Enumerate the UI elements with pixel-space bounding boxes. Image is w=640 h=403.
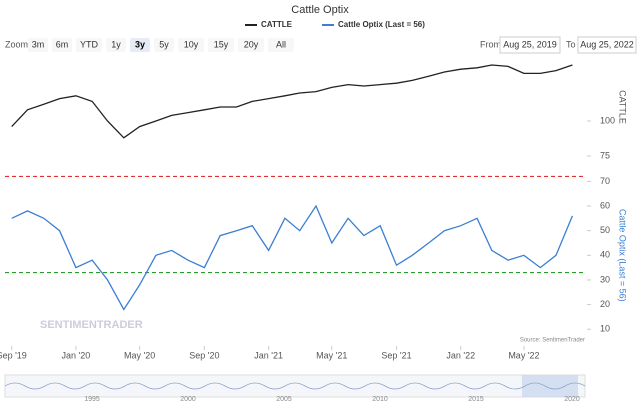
series-line — [11, 204, 574, 311]
y-tick-label: 100 — [600, 115, 615, 125]
navigator-label: 2020 — [564, 396, 580, 403]
from-label: From — [480, 39, 501, 49]
y-axis-title: Cattle Optix (Last = 56) — [618, 209, 628, 302]
zoom-button[interactable] — [208, 38, 234, 52]
x-tick-label: Sep '21 — [381, 350, 411, 360]
navigator-label: 2005 — [276, 396, 292, 403]
zoom-button-label[interactable]: 3m — [32, 39, 45, 49]
zoom-button-label[interactable]: 15y — [214, 39, 229, 49]
y-tick-label: 40 — [600, 250, 610, 260]
zoom-button-label[interactable]: 3y — [135, 39, 145, 49]
navigator-label: 2015 — [468, 396, 484, 403]
zoom-button[interactable] — [52, 38, 72, 52]
chart-title: Cattle Optix — [291, 4, 349, 16]
x-tick-label: May '21 — [316, 350, 347, 360]
zoom-button[interactable] — [106, 38, 126, 52]
series-line — [11, 64, 573, 139]
navigator-label: 2000 — [180, 396, 196, 403]
zoom-button-label[interactable]: 20y — [244, 39, 259, 49]
x-tick-label: Jan '21 — [254, 350, 283, 360]
y-tick-label: 70 — [600, 176, 610, 186]
navigator[interactable] — [4, 374, 586, 398]
y-tick-label: 30 — [600, 274, 610, 284]
y-tick-label: 75 — [600, 150, 610, 160]
navigator-window[interactable] — [522, 375, 578, 397]
to-date[interactable]: Aug 25, 2022 — [580, 39, 634, 49]
y-tick-label: 50 — [600, 225, 610, 235]
from-date[interactable]: Aug 25, 2019 — [503, 39, 557, 49]
legend-label[interactable]: Cattle Optix (Last = 56) — [338, 20, 425, 29]
to-label: To — [566, 39, 576, 49]
x-tick-label: May '22 — [508, 350, 539, 360]
x-tick-label: Jan '20 — [62, 350, 91, 360]
from-input[interactable] — [499, 36, 561, 54]
zoom-button-label[interactable]: All — [276, 39, 286, 49]
zoom-label: Zoom — [5, 39, 28, 49]
x-tick-label: May '20 — [124, 350, 155, 360]
navigator-label: 2010 — [372, 396, 388, 403]
zoom-button-label[interactable]: 10y — [184, 39, 199, 49]
x-tick-label: Sep '19 — [0, 350, 27, 360]
zoom-button-label[interactable]: 1y — [111, 39, 121, 49]
x-tick-label: Jan '22 — [446, 350, 475, 360]
y-axis-title: CATTLE — [618, 90, 628, 124]
legend-label[interactable]: CATTLE — [261, 20, 293, 29]
zoom-button[interactable] — [154, 38, 174, 52]
source: Source: SentimenTrader — [520, 338, 585, 344]
zoom-button[interactable] — [178, 38, 204, 52]
zoom-button-label[interactable]: YTD — [80, 39, 99, 49]
watermark: SENTIMENTRADER — [40, 319, 143, 331]
navigator-label: 1995 — [84, 396, 100, 403]
y-tick-label: 20 — [600, 299, 610, 309]
zoom-button-label[interactable]: 6m — [56, 39, 69, 49]
zoom-button[interactable] — [268, 38, 294, 52]
x-tick-label: Sep '20 — [189, 350, 219, 360]
zoom-button[interactable] — [28, 38, 48, 52]
zoom-button[interactable] — [76, 38, 102, 52]
navigator-line — [4, 382, 586, 390]
y-tick-label: 60 — [600, 200, 610, 210]
zoom-button-label[interactable]: 5y — [159, 39, 169, 49]
y-tick-label: 10 — [600, 324, 610, 334]
zoom-button[interactable] — [238, 38, 264, 52]
to-input[interactable] — [577, 36, 637, 54]
zoom-button[interactable] — [130, 38, 150, 52]
